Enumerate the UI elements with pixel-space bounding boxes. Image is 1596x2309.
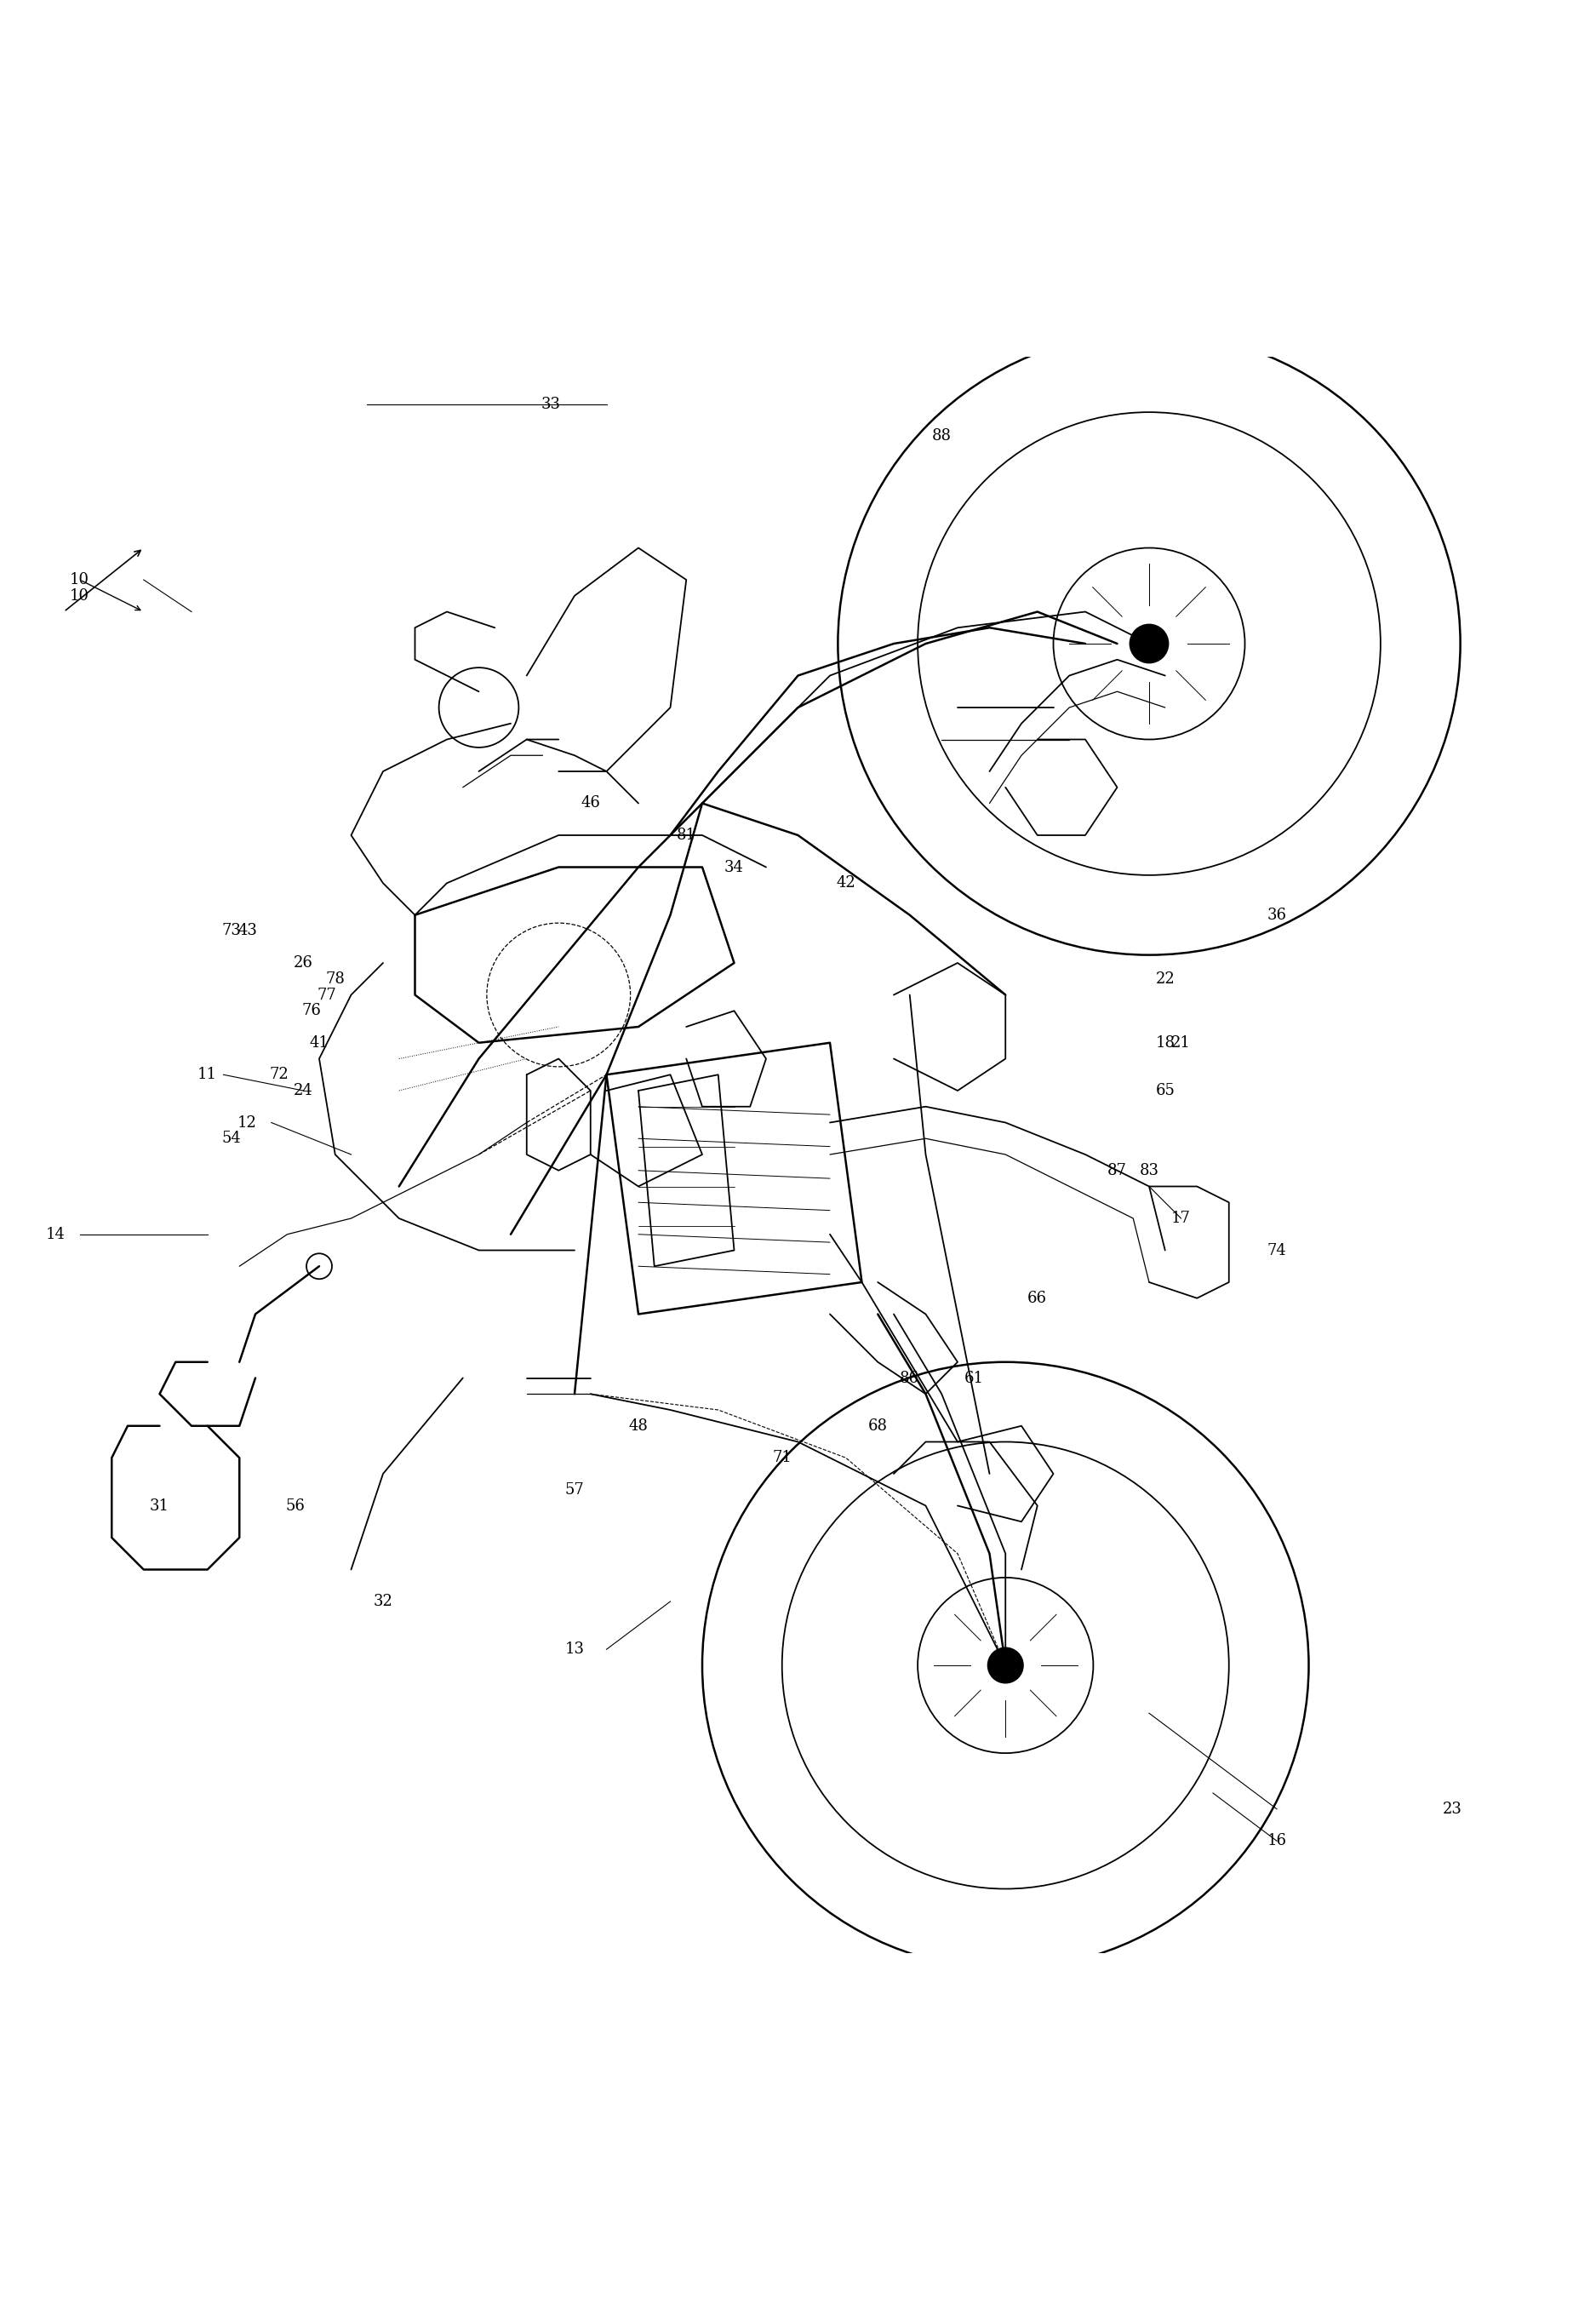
Text: 42: 42 — [836, 875, 855, 891]
Text: 26: 26 — [294, 956, 313, 970]
Circle shape — [1130, 623, 1168, 663]
Text: 57: 57 — [565, 1482, 584, 1499]
Text: 48: 48 — [629, 1418, 648, 1434]
Text: 77: 77 — [318, 988, 337, 1002]
Text: 23: 23 — [1443, 1801, 1462, 1817]
Text: 76: 76 — [302, 1002, 321, 1018]
Text: 16: 16 — [1267, 1833, 1286, 1850]
Text: 72: 72 — [270, 1067, 289, 1083]
Text: 12: 12 — [238, 1115, 257, 1129]
Text: 14: 14 — [46, 1226, 65, 1242]
Text: 31: 31 — [150, 1499, 169, 1512]
Text: 10: 10 — [70, 573, 89, 586]
Text: 11: 11 — [198, 1067, 217, 1083]
Text: 61: 61 — [964, 1369, 983, 1385]
Text: 71: 71 — [772, 1450, 792, 1466]
Text: 78: 78 — [326, 972, 345, 986]
Text: 36: 36 — [1267, 907, 1286, 924]
Text: 34: 34 — [725, 859, 744, 875]
Text: 73: 73 — [222, 924, 241, 940]
Text: 41: 41 — [310, 1034, 329, 1051]
Text: 33: 33 — [541, 397, 560, 411]
Text: 65: 65 — [1156, 1083, 1175, 1099]
Text: 88: 88 — [932, 429, 951, 443]
Text: 32: 32 — [373, 1593, 393, 1609]
Text: 46: 46 — [581, 797, 600, 810]
Text: 43: 43 — [238, 924, 257, 940]
Text: 24: 24 — [294, 1083, 313, 1099]
Text: 81: 81 — [677, 827, 696, 843]
Text: 83: 83 — [1140, 1164, 1159, 1178]
Text: 74: 74 — [1267, 1242, 1286, 1258]
Text: 18: 18 — [1156, 1034, 1175, 1051]
Text: 13: 13 — [565, 1642, 584, 1658]
Text: 54: 54 — [222, 1131, 241, 1145]
Text: 86: 86 — [900, 1369, 919, 1385]
Text: 87: 87 — [1108, 1164, 1127, 1178]
Text: 10: 10 — [70, 589, 89, 603]
Circle shape — [988, 1649, 1023, 1683]
Text: 66: 66 — [1028, 1291, 1047, 1307]
Text: 22: 22 — [1156, 972, 1175, 986]
Text: 56: 56 — [286, 1499, 305, 1512]
Text: 21: 21 — [1171, 1034, 1191, 1051]
Text: 17: 17 — [1171, 1210, 1191, 1226]
Text: 68: 68 — [868, 1418, 887, 1434]
